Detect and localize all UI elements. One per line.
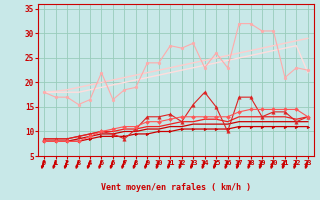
- X-axis label: Vent moyen/en rafales ( km/h ): Vent moyen/en rafales ( km/h ): [101, 183, 251, 192]
